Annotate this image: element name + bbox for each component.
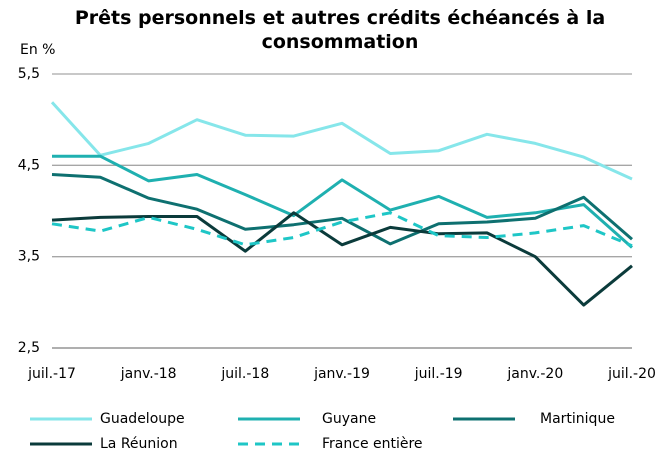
y-tick-label: 5,5 [18,66,40,82]
x-tick-label: juil.-17 [27,366,76,382]
x-tick-label: juil.-19 [414,366,463,382]
series-line [51,173,633,246]
x-tick-label: janv.-18 [120,366,177,382]
x-tick-label: janv.-19 [313,366,370,382]
legend-label: France entière [322,436,423,452]
x-tick-label: juil.-18 [220,366,269,382]
legend-label: La Réunion [100,436,178,452]
y-axis-label: En % [20,42,55,58]
series-line [51,211,633,307]
legend-label: Guyane [322,411,376,427]
series-line [52,154,633,249]
series-line [51,211,633,248]
y-tick-label: 3,5 [18,249,40,265]
y-tick-label: 4,5 [18,157,40,173]
x-tick-label: janv.-20 [506,366,563,382]
y-tick-label: 2,5 [18,340,40,356]
x-tick-label: juil.-20 [607,366,656,382]
legend-label: Martinique [540,411,615,427]
chart-title: Prêts personnels et autres crédits échéa… [74,7,606,53]
legend-label: Guadeloupe [100,411,185,427]
series-line [50,101,633,181]
